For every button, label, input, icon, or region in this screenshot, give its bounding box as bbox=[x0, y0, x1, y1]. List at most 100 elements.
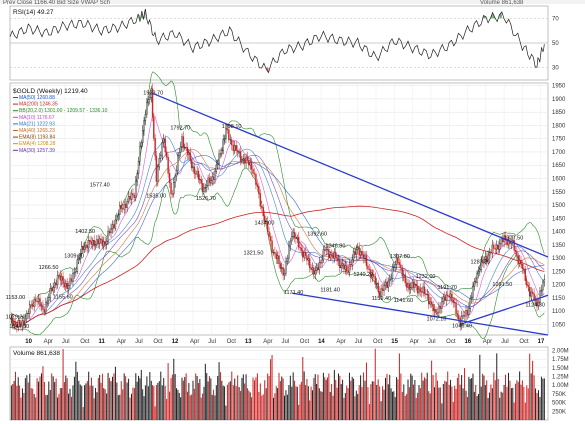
volume-bar bbox=[441, 403, 443, 420]
volume-bar bbox=[114, 366, 116, 420]
volume-bar bbox=[355, 390, 357, 420]
candle-body bbox=[414, 283, 416, 288]
legend-entry: MA(40) 1265.23 bbox=[19, 128, 55, 134]
volume-bar bbox=[428, 391, 430, 420]
volume-bar bbox=[267, 373, 269, 420]
volume-bar bbox=[371, 381, 373, 420]
rsi-overbought-fill bbox=[499, 11, 502, 19]
volume-bar bbox=[413, 384, 414, 420]
candle-body bbox=[207, 177, 209, 186]
volume-bar bbox=[237, 375, 239, 420]
volume-bar bbox=[55, 378, 57, 420]
candle-body bbox=[90, 241, 93, 245]
rsi-tick-label: 30 bbox=[552, 66, 559, 72]
volume-bar bbox=[350, 380, 352, 420]
volume-bar bbox=[278, 372, 280, 420]
volume-bar bbox=[367, 387, 369, 420]
volume-bar bbox=[532, 360, 534, 420]
volume-bar bbox=[208, 376, 210, 420]
price-tick-label: 1650 bbox=[552, 163, 566, 169]
candle-body bbox=[407, 283, 409, 288]
volume-bar bbox=[203, 386, 205, 420]
volume-bar bbox=[455, 388, 457, 420]
volume-bar bbox=[84, 385, 86, 420]
volume-bar bbox=[138, 375, 140, 420]
volume-bar bbox=[160, 371, 162, 420]
price-annotation: 1191.70 bbox=[438, 285, 457, 291]
candle-body bbox=[335, 251, 337, 258]
volume-bar bbox=[245, 374, 247, 420]
volume-bar bbox=[505, 374, 507, 420]
volume-bar bbox=[36, 378, 38, 420]
candle-body bbox=[239, 151, 242, 162]
volume-bar bbox=[184, 377, 186, 420]
candle-body bbox=[143, 120, 145, 131]
candle-body bbox=[491, 244, 494, 254]
volume-bar bbox=[173, 358, 175, 420]
candle-body bbox=[422, 286, 424, 293]
volume-bar bbox=[72, 385, 74, 420]
candle-body bbox=[317, 267, 319, 271]
volume-bar bbox=[321, 391, 323, 420]
candle-body bbox=[400, 264, 402, 268]
volume-bar bbox=[383, 389, 385, 420]
volume-bar bbox=[411, 375, 413, 420]
volume-bar bbox=[82, 407, 84, 420]
price-tick-label: 1100 bbox=[552, 309, 566, 315]
candle-body bbox=[322, 249, 325, 261]
candle-body bbox=[477, 271, 480, 274]
candle-body bbox=[427, 294, 430, 305]
volume-bar bbox=[533, 375, 535, 420]
candle-body bbox=[195, 173, 197, 175]
price-annotation: 1124.30 bbox=[525, 303, 544, 309]
rsi-tick-label: 70 bbox=[552, 16, 559, 22]
volume-tick-label: 1.75M bbox=[552, 357, 569, 363]
candle-body bbox=[359, 251, 362, 256]
candle-body bbox=[456, 313, 459, 316]
candle-body bbox=[498, 243, 501, 250]
price-title: $GOLD (Weekly) 1219.40 bbox=[13, 88, 88, 95]
volume-bar bbox=[316, 383, 318, 420]
volume-bar bbox=[199, 379, 201, 420]
volume-bar bbox=[42, 366, 44, 420]
candle-body bbox=[354, 251, 356, 255]
volume-bar bbox=[182, 380, 184, 420]
candle-body bbox=[521, 264, 524, 269]
candle-body bbox=[326, 249, 329, 251]
volume-bar bbox=[248, 390, 250, 420]
x-tick-label: Apr bbox=[483, 339, 492, 345]
candle-body bbox=[264, 215, 266, 222]
candle-body bbox=[94, 244, 97, 247]
volume-bar bbox=[33, 394, 35, 420]
volume-bar bbox=[434, 387, 436, 420]
volume-bar bbox=[335, 379, 337, 420]
candle-body bbox=[473, 281, 476, 287]
legend-entry: MA(30) 1257.39 bbox=[19, 148, 55, 154]
candle-body bbox=[455, 302, 457, 315]
volume-bar bbox=[442, 383, 444, 420]
candle-body bbox=[517, 255, 519, 265]
candle-body bbox=[120, 205, 122, 209]
candle-body bbox=[18, 320, 21, 325]
volume-bar bbox=[370, 384, 372, 420]
x-tick-label: Oct bbox=[519, 339, 529, 345]
price-tick-label: 1800 bbox=[552, 123, 566, 129]
candle-body bbox=[63, 283, 66, 288]
volume-bar bbox=[379, 386, 381, 420]
volume-bar bbox=[146, 376, 148, 420]
candle-body bbox=[384, 281, 387, 286]
candle-body bbox=[276, 255, 279, 260]
volume-bar bbox=[40, 373, 42, 420]
volume-bar bbox=[482, 373, 484, 420]
volume-bar bbox=[218, 362, 220, 420]
candle-body bbox=[444, 296, 446, 301]
candle-body bbox=[391, 267, 394, 279]
volume-bar bbox=[101, 373, 103, 420]
price-annotation: 1307.80 bbox=[390, 254, 410, 260]
rsi-line bbox=[9, 8, 545, 74]
volume-bar bbox=[246, 388, 248, 420]
volume-bar bbox=[499, 397, 501, 420]
volume-bar bbox=[13, 380, 15, 420]
volume-bar bbox=[232, 385, 234, 420]
candle-body bbox=[274, 251, 276, 254]
